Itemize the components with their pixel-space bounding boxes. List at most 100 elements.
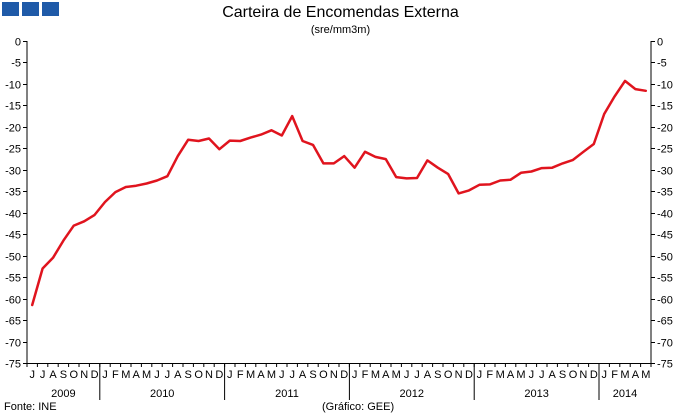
month-label: M <box>496 369 505 381</box>
month-label: O <box>444 369 453 381</box>
logo-square <box>42 2 59 16</box>
month-label: A <box>49 369 57 381</box>
logo-square <box>22 2 39 16</box>
month-label: F <box>486 369 493 381</box>
year-label: 2009 <box>51 388 75 400</box>
month-label: N <box>205 369 213 381</box>
month-label: J <box>289 369 295 381</box>
series-line <box>30 79 648 307</box>
year-label: 2013 <box>524 388 548 400</box>
y-tick-label-left: -25 <box>5 144 21 156</box>
month-label: A <box>632 369 640 381</box>
y-tick-label-right: -20 <box>657 123 673 135</box>
month-label: F <box>237 369 244 381</box>
month-label: J <box>414 369 420 381</box>
y-tick-label-right: -45 <box>657 230 673 242</box>
y-tick-label-right: -25 <box>657 144 673 156</box>
month-label: M <box>246 369 255 381</box>
month-label: S <box>559 369 566 381</box>
year-label: 2012 <box>400 388 424 400</box>
month-label: J <box>154 369 160 381</box>
y-tick-label-left: -30 <box>5 166 21 178</box>
month-label: M <box>516 369 525 381</box>
month-label: A <box>382 369 390 381</box>
month-label: A <box>549 369 557 381</box>
month-label: D <box>465 369 473 381</box>
y-tick-label-left: -35 <box>5 187 21 199</box>
source-note: Fonte: INE <box>4 401 57 413</box>
y-tick-label-right: -70 <box>657 338 673 350</box>
month-label: A <box>424 369 432 381</box>
month-label: M <box>641 369 650 381</box>
y-tick-label-left: -65 <box>5 316 21 328</box>
month-label: O <box>70 369 79 381</box>
y-tick-label-right: 0 <box>657 37 663 49</box>
y-tick-label-left: -20 <box>5 123 21 135</box>
year-label: 2011 <box>275 388 299 400</box>
month-label: S <box>309 369 316 381</box>
month-label: J <box>352 369 358 381</box>
month-label: N <box>330 369 338 381</box>
month-label: M <box>392 369 401 381</box>
month-label: N <box>80 369 88 381</box>
y-tick-label-left: -15 <box>5 101 21 113</box>
y-tick-label-left: -5 <box>11 58 21 70</box>
y-tick-label-left: -45 <box>5 230 21 242</box>
month-label: F <box>362 369 369 381</box>
y-tick-label-right: -10 <box>657 80 673 92</box>
month-label: F <box>611 369 618 381</box>
month-label: M <box>267 369 276 381</box>
year-label: 2014 <box>613 388 637 400</box>
month-label: J <box>40 369 46 381</box>
month-label: J <box>227 369 233 381</box>
month-label: J <box>601 369 607 381</box>
month-label: A <box>507 369 515 381</box>
y-tick-label-right: -5 <box>657 58 667 70</box>
y-tick-label-left: -40 <box>5 209 21 221</box>
month-label: A <box>133 369 141 381</box>
month-label: J <box>279 369 285 381</box>
chart-title: Carteira de Encomendas Externa <box>222 4 459 21</box>
month-label: O <box>319 369 328 381</box>
y-tick-label-left: -60 <box>5 295 21 307</box>
y-tick-label-right: -55 <box>657 273 673 285</box>
month-label: J <box>165 369 171 381</box>
y-tick-label-left: -55 <box>5 273 21 285</box>
logo-square <box>2 2 19 16</box>
month-label: J <box>29 369 35 381</box>
month-label: M <box>142 369 151 381</box>
month-label: M <box>121 369 130 381</box>
y-tick-label-right: -50 <box>657 252 673 264</box>
month-label: S <box>60 369 67 381</box>
month-label: D <box>215 369 223 381</box>
y-tick-label-right: -40 <box>657 209 673 221</box>
y-tick-label-left: -10 <box>5 80 21 92</box>
y-tick-label-right: -30 <box>657 166 673 178</box>
y-tick-label-left: -75 <box>5 359 21 371</box>
month-label: J <box>404 369 410 381</box>
month-label: O <box>569 369 578 381</box>
month-label: A <box>174 369 182 381</box>
month-label: D <box>590 369 598 381</box>
month-label: S <box>434 369 441 381</box>
month-label: F <box>112 369 119 381</box>
y-tick-label-right: -75 <box>657 359 673 371</box>
month-label: D <box>91 369 99 381</box>
y-tick-label-left: -50 <box>5 252 21 264</box>
y-tick-label-right: -15 <box>657 101 673 113</box>
y-tick-label-right: -65 <box>657 316 673 328</box>
y-tick-label-right: -35 <box>657 187 673 199</box>
month-label: J <box>539 369 545 381</box>
month-label: N <box>579 369 587 381</box>
month-label: O <box>194 369 203 381</box>
month-label: S <box>185 369 192 381</box>
month-label: M <box>620 369 629 381</box>
month-label: A <box>299 369 307 381</box>
month-label: J <box>102 369 108 381</box>
month-label: J <box>529 369 535 381</box>
month-label: J <box>477 369 483 381</box>
year-label: 2010 <box>150 388 174 400</box>
chart-credit: (Gráfico: GEE) <box>322 401 395 413</box>
chart-subtitle: (sre/mm3m) <box>310 24 371 36</box>
